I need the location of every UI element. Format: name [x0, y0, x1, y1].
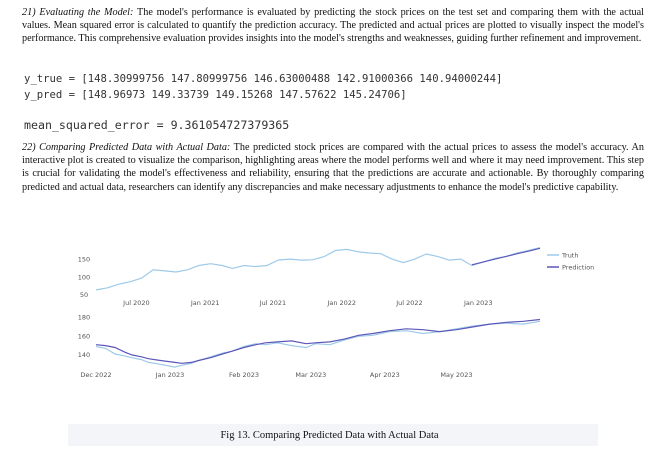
x-tick-label: Mar 2023: [295, 371, 326, 379]
x-tick-label: Jul 2022: [395, 299, 422, 307]
y-tick-label: 180: [78, 314, 90, 322]
x-tick-label: Dec 2022: [80, 371, 111, 379]
x-tick-label: Jan 2022: [326, 299, 356, 307]
y-tick-label: 50: [80, 291, 88, 299]
x-tick-label: Feb 2023: [229, 371, 259, 379]
y-true-output: y_true = [148.30999756 147.80999756 146.…: [24, 73, 503, 85]
section-21-body: The model's performance is evaluated by …: [22, 7, 645, 45]
y-tick-label: 100: [78, 273, 90, 281]
y-tick-label: 150: [78, 255, 90, 263]
figure-caption: Fig 13. Comparing Predicted Data with Ac…: [220, 430, 439, 441]
section-22-paragraph: 22) Comparing Predicted Data with Actual…: [22, 141, 644, 194]
caption-background: [68, 424, 598, 446]
mse-output: mean_squared_error = 9.361054727379365: [24, 118, 290, 132]
x-tick-label: Jul 2021: [259, 299, 286, 307]
x-tick-label: Jan 2023: [155, 371, 185, 379]
series-line-prediction: [471, 247, 541, 266]
section-21-paragraph: 21) Evaluating the Model: The model's pe…: [22, 6, 644, 46]
series-line-truth: [95, 247, 541, 291]
y-tick-label: 140: [78, 351, 90, 359]
section-21-number: 21): [22, 7, 36, 18]
x-tick-label: Jan 2023: [463, 299, 493, 307]
x-tick-label: Apr 2023: [370, 371, 400, 379]
zoomed-chart: 180 160 140 Dec 2022 Jan 2023 Feb 2023 Mar 202…: [78, 314, 541, 379]
legend-label-prediction: Prediction: [562, 264, 594, 272]
x-tick-label: May 2023: [440, 371, 472, 379]
y-pred-output: y_pred = [148.96973 149.33739 149.15268 …: [24, 89, 407, 101]
x-tick-label: Jan 2021: [190, 299, 220, 307]
chart-legend: Truth Prediction: [547, 252, 594, 272]
series-line-prediction: [95, 318, 541, 364]
x-tick-label: Jul 2020: [122, 299, 149, 307]
section-22-title: Comparing Predicted Data with Actual Dat…: [39, 142, 231, 153]
legend-label-truth: Truth: [561, 252, 578, 260]
y-tick-label: 160: [78, 332, 90, 340]
full-range-chart: 150 100 50 Jul 2020 Jan 2021 Jul 2021 Jan 2022…: [78, 247, 541, 307]
section-22-body: The predicted stock prices are compared …: [22, 142, 644, 193]
section-22-number: 22): [22, 142, 36, 153]
section-21-title: Evaluating the Model:: [39, 7, 134, 18]
